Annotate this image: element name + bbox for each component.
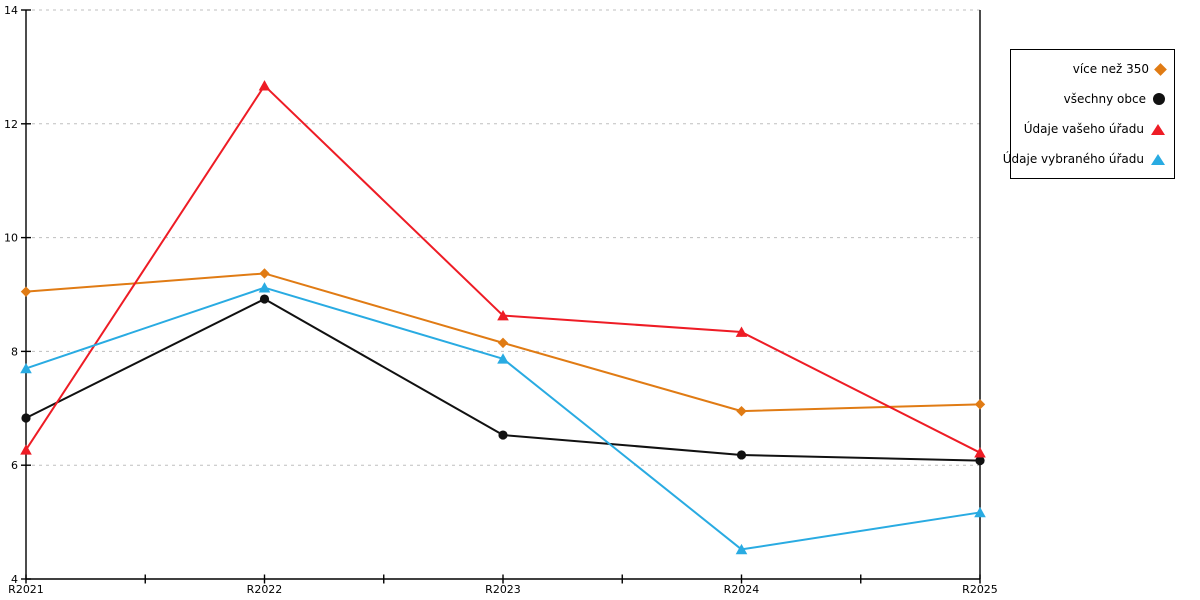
data-point <box>974 506 986 518</box>
legend-item: Údaje vybraného úřadu <box>1003 146 1174 172</box>
series-line <box>25 84 981 454</box>
data-point <box>497 337 509 349</box>
data-point <box>975 456 985 466</box>
data-point <box>259 294 270 304</box>
data-point <box>736 450 747 460</box>
x-axis-label: R2022 <box>247 583 283 596</box>
data-point <box>974 447 986 458</box>
legend-label: Údaje vašeho úřadu <box>1023 122 1144 136</box>
legend-item: všechny obce <box>1011 86 1174 112</box>
series-1 <box>21 294 985 466</box>
legend-label: více než 350 <box>1072 62 1149 76</box>
y-axis-label: 10 <box>4 232 18 245</box>
gridlines <box>32 9 980 466</box>
y-axis-label: 4 <box>11 573 18 586</box>
series-0 <box>20 268 986 417</box>
triangle-marker-icon <box>1151 123 1165 135</box>
legend-item: Údaje vašeho úřadu <box>1011 116 1174 142</box>
axes <box>21 9 981 584</box>
diamond-marker-icon <box>1154 62 1167 76</box>
x-axis-label: R2023 <box>485 583 521 596</box>
data-point <box>20 444 32 455</box>
data-point <box>498 430 508 440</box>
y-axis-label: 14 <box>4 4 18 17</box>
circle-marker-icon <box>1153 93 1165 105</box>
legend-item: více než 350 <box>1011 56 1174 82</box>
data-point <box>497 310 509 321</box>
data-point <box>974 399 986 410</box>
x-axis-label: R2021 <box>8 583 44 596</box>
y-axis-label: 8 <box>11 345 18 358</box>
x-axis-label: R2024 <box>724 583 760 596</box>
data-point <box>735 326 748 337</box>
legend-box: více než 350 všechny obce Údaje vašeho ú… <box>1003 49 1175 179</box>
data-point <box>20 286 32 297</box>
data-point <box>735 543 748 555</box>
y-axis-label: 6 <box>11 459 18 472</box>
data-point <box>736 405 747 417</box>
series-3 <box>20 282 986 555</box>
data-point <box>258 282 271 293</box>
series-line <box>25 286 981 551</box>
axis-labels: 4 6 8 10 12 14 R2021 R2022 R2023 R2024 R2025 <box>4 4 998 596</box>
legend-label: všechny obce <box>1063 92 1146 106</box>
legend-label: Údaje vybraného úřadu <box>1002 152 1144 166</box>
data-point <box>497 353 509 364</box>
y-axis-label: 12 <box>4 118 18 131</box>
data-point <box>20 362 32 374</box>
triangle-marker-icon <box>1151 153 1165 165</box>
data-point <box>21 413 31 423</box>
x-axis-label: R2025 <box>962 583 998 596</box>
series-2 <box>20 80 986 458</box>
data-point <box>258 80 271 91</box>
data-point <box>259 268 270 279</box>
